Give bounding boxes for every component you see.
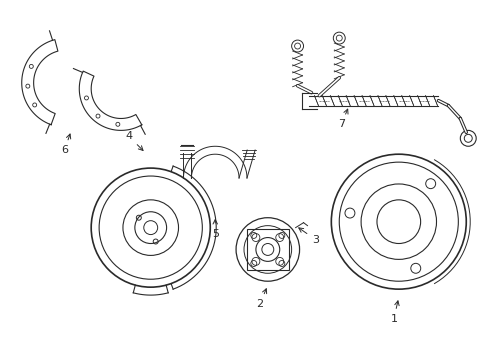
Text: 2: 2 [256,289,266,309]
Text: 7: 7 [337,109,347,130]
Bar [246,229,288,270]
Text: 4: 4 [125,131,143,150]
Text: 3: 3 [298,228,318,244]
Text: 1: 1 [389,301,398,324]
Text: 5: 5 [211,220,218,239]
Text: 6: 6 [61,134,71,155]
